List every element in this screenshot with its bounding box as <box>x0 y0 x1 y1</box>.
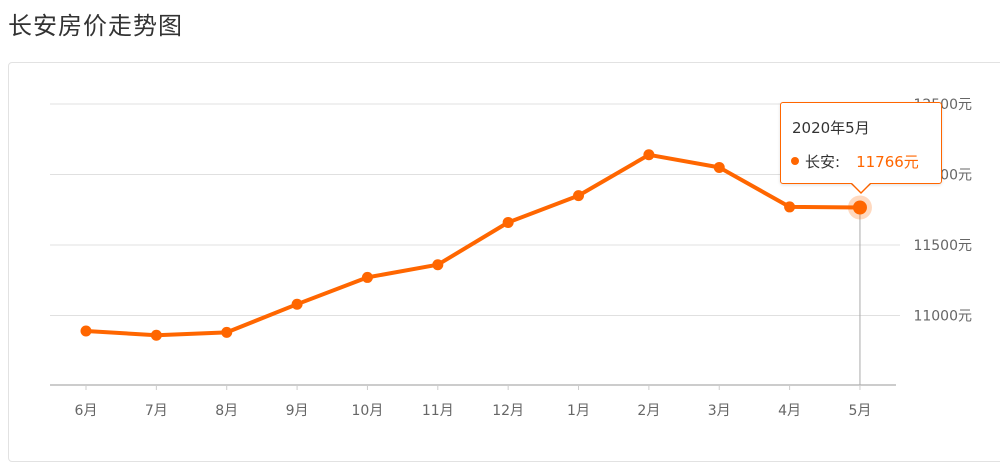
point-layer <box>80 149 872 341</box>
x-tick-label: 9月 <box>286 403 309 419</box>
y-tick-label: 11500元 <box>913 238 972 254</box>
x-tick-label: 12月 <box>492 403 524 419</box>
tooltip-series-label: 长安: <box>805 153 841 171</box>
data-point[interactable] <box>573 190 585 202</box>
data-point[interactable] <box>502 216 514 228</box>
x-tick-label: 11月 <box>422 403 454 419</box>
tooltip-value: 11766元 <box>856 153 919 171</box>
x-tick-label: 5月 <box>848 403 871 419</box>
y-tick-label: 11000元 <box>913 309 972 325</box>
x-tick-label: 3月 <box>708 403 731 419</box>
series-line <box>84 152 862 338</box>
data-point[interactable] <box>150 329 162 341</box>
x-tick-label: 2月 <box>637 403 660 419</box>
data-point[interactable] <box>361 271 373 283</box>
x-tick-label: 10月 <box>352 403 384 419</box>
data-point[interactable] <box>432 259 444 271</box>
data-point[interactable] <box>291 298 303 310</box>
data-point[interactable] <box>713 161 725 173</box>
grid-layer <box>50 103 900 316</box>
line-layer <box>84 152 862 338</box>
data-point[interactable] <box>221 326 233 338</box>
x-tick-label: 8月 <box>215 403 238 419</box>
tooltip-arrow-fill <box>852 183 870 192</box>
tooltip-date: 2020年5月 <box>792 119 870 137</box>
axis-layer <box>50 384 896 390</box>
tooltip-series-row: 长安: 11766元 <box>791 151 919 172</box>
data-point[interactable] <box>643 149 655 161</box>
x-tick-label: 7月 <box>145 403 168 419</box>
x-tick-label: 6月 <box>75 403 98 419</box>
data-point[interactable] <box>80 325 92 337</box>
page-title: 长安房价走势图 <box>8 12 183 40</box>
x-tick-label: 1月 <box>567 403 590 419</box>
x-tick-label: 4月 <box>778 403 801 419</box>
data-point-highlighted[interactable] <box>852 200 867 215</box>
data-point[interactable] <box>784 201 796 213</box>
chart-tooltip: 2020年5月 长安: 11766元 <box>780 102 942 184</box>
series-dot-icon <box>791 157 799 165</box>
